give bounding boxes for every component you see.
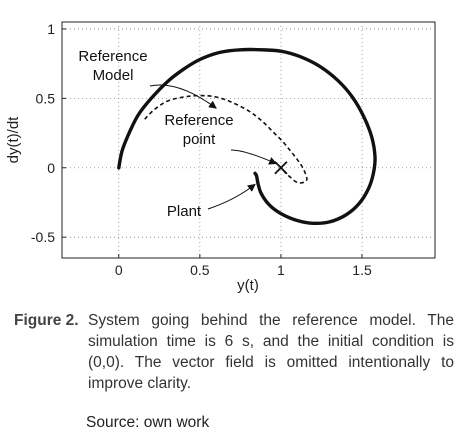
grid xyxy=(62,22,435,258)
y-tick-label: 0 xyxy=(47,160,55,176)
caption-text: System going behind the reference model.… xyxy=(88,312,454,392)
annotation-label: Plant xyxy=(167,203,202,220)
x-axis-title: y(t) xyxy=(237,277,259,294)
annotation-label: Reference xyxy=(78,48,147,65)
series-layer xyxy=(117,47,377,226)
annotation-label: Reference xyxy=(164,112,233,129)
phase-plot: Reference Model Reference point Plant 0 0.5 1 1… xyxy=(5,21,436,294)
x-tick-label: 0 xyxy=(115,262,123,278)
y-tick-label: 0.5 xyxy=(36,90,56,106)
plant-curve xyxy=(117,47,377,226)
figure-caption: Figure 2. System going behind the refere… xyxy=(14,310,454,394)
annotation-arrow xyxy=(230,149,278,165)
annotation-layer: Reference Model Reference point Plant xyxy=(78,48,278,220)
annotation-arrow xyxy=(207,183,256,210)
annotation-label: Model xyxy=(93,67,134,84)
x-tick-label: 1 xyxy=(277,262,285,278)
tick-layer: 0 0.5 1 1.5 1 0.5 0 -0.5 xyxy=(31,21,372,278)
x-tick-label: 1.5 xyxy=(352,262,372,278)
reference-model-curve xyxy=(144,94,308,184)
x-tick-label: 0.5 xyxy=(190,262,210,278)
caption-label: Figure 2. xyxy=(14,312,79,329)
source-note: Source: own work xyxy=(86,414,210,431)
annotation-label: point xyxy=(183,131,216,148)
annotation-arrow xyxy=(149,84,217,109)
y-axis-title: dy(t)/dt xyxy=(5,116,22,164)
y-tick-label: -0.5 xyxy=(31,229,55,245)
y-tick-label: 1 xyxy=(47,21,55,37)
